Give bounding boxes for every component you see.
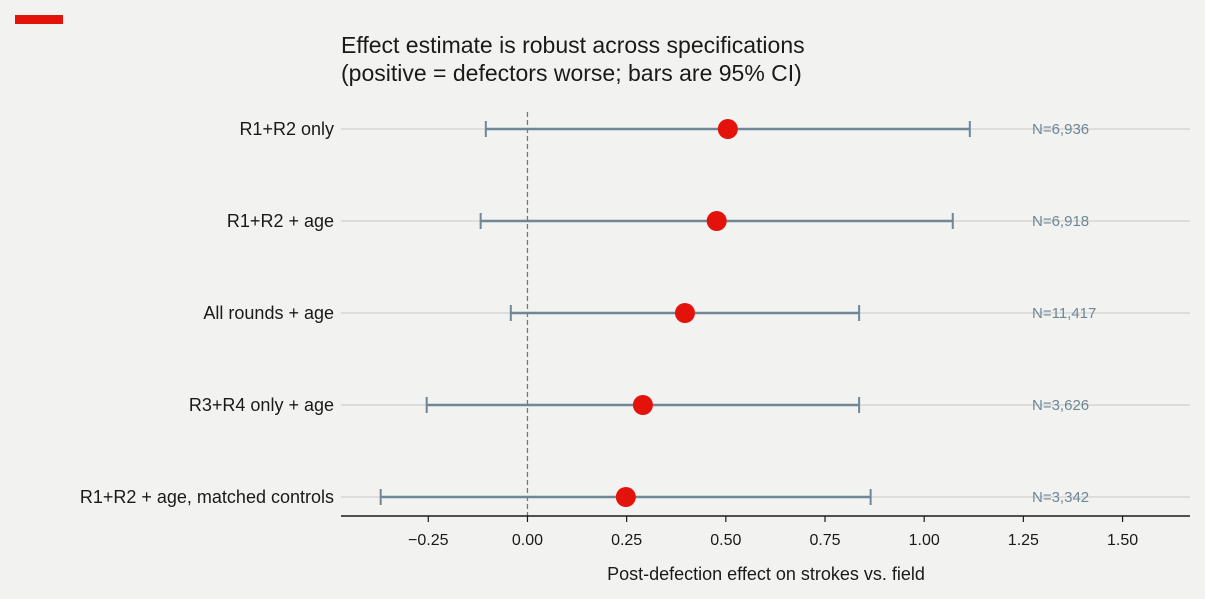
- chart-marks: R1+R2 only N=6,936 R1+R2 + age N=6,918 All r…: [80, 119, 1096, 507]
- chart-subtitle: (positive = defectors worse; bars are 95…: [341, 60, 802, 86]
- x-tick-label: 1.50: [1107, 532, 1138, 549]
- point-estimate: [706, 211, 727, 231]
- point-estimate: [632, 395, 653, 415]
- x-tick-label: 1.25: [1008, 532, 1039, 549]
- x-tick-label: 0.75: [809, 532, 840, 549]
- x-axis-ticks: −0.25 0.00 0.25 0.50 0.75 1.00 1.25 1.50: [408, 516, 1138, 549]
- row-label: R1+R2 + age, matched controls: [80, 487, 334, 507]
- x-tick-label: 0.25: [611, 532, 642, 549]
- chart-title: Effect estimate is robust across specifi…: [341, 32, 805, 58]
- point-estimate: [674, 303, 695, 323]
- sample-size-label: N=6,918: [1032, 213, 1089, 230]
- point-estimate: [615, 487, 636, 507]
- x-tick-label: 1.00: [909, 532, 940, 549]
- x-tick-label: 0.00: [512, 532, 543, 549]
- row-label: R3+R4 only + age: [189, 395, 334, 415]
- row-label: R1+R2 only: [239, 119, 334, 139]
- brand-accent-bar: [15, 15, 63, 24]
- x-tick-label: 0.50: [710, 532, 741, 549]
- sample-size-label: N=6,936: [1032, 121, 1089, 138]
- point-estimate: [717, 119, 738, 139]
- x-axis-label: Post-defection effect on strokes vs. fie…: [607, 564, 925, 584]
- x-tick-label: −0.25: [408, 532, 449, 549]
- row-label: All rounds + age: [203, 303, 334, 323]
- sample-size-label: N=3,342: [1032, 489, 1089, 506]
- row-label: R1+R2 + age: [227, 211, 334, 231]
- sample-size-label: N=11,417: [1032, 305, 1096, 322]
- sample-size-label: N=3,626: [1032, 397, 1089, 414]
